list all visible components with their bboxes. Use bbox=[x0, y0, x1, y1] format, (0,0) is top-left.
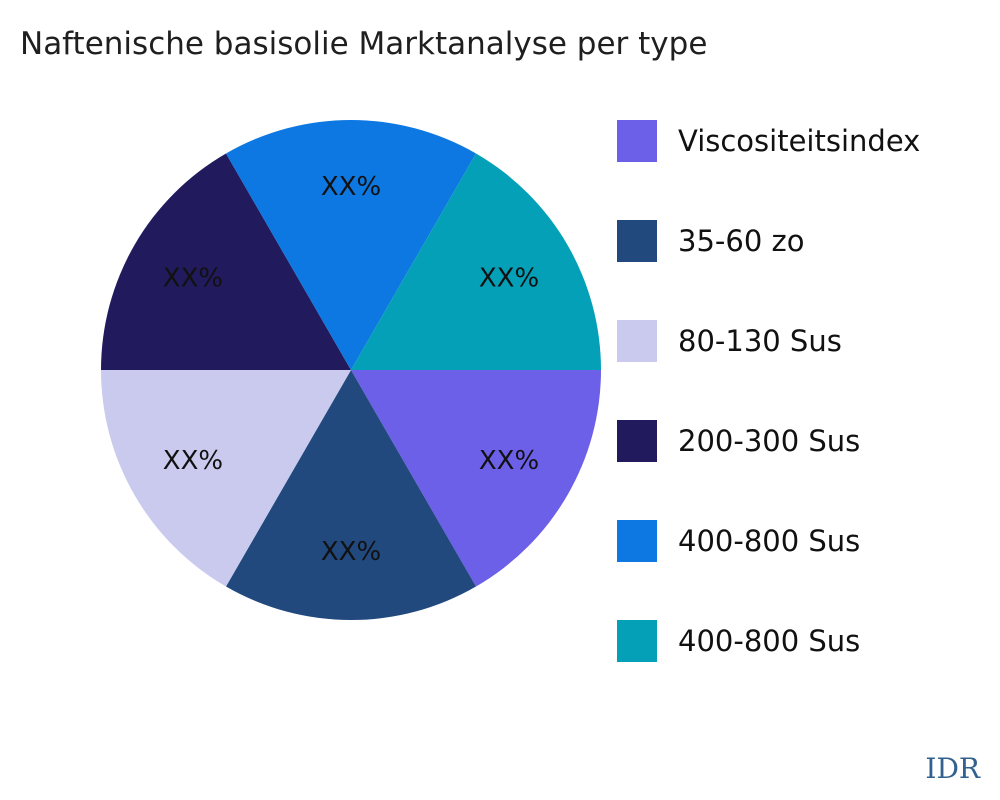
legend-item-5: 400-800 Sus bbox=[617, 620, 920, 662]
legend-label: 80-130 Sus bbox=[678, 324, 842, 358]
legend-item-0: Viscositeitsindex bbox=[617, 120, 920, 162]
pie-slice-2 bbox=[101, 370, 351, 587]
legend-color-swatch bbox=[617, 320, 657, 362]
pie-slice-value-label: XX% bbox=[479, 446, 539, 476]
legend-color-swatch bbox=[617, 120, 657, 162]
pie-slice-value-label: XX% bbox=[163, 263, 223, 293]
pie-slice-1 bbox=[226, 370, 476, 620]
legend-color-swatch bbox=[617, 220, 657, 262]
pie-slice-0 bbox=[351, 370, 601, 587]
pie-slice-percentage-labels: XX% XX% XX% XX% XX% XX% bbox=[163, 172, 539, 567]
legend-item-1: 35-60 zo bbox=[617, 220, 920, 262]
legend: Viscositeitsindex 35-60 zo 80-130 Sus 200-3… bbox=[617, 120, 920, 720]
legend-label: 400-800 Sus bbox=[678, 624, 861, 658]
pie-slice-4 bbox=[226, 120, 476, 370]
pie-slice-5 bbox=[351, 153, 601, 370]
legend-item-3: 200-300 Sus bbox=[617, 420, 920, 462]
legend-item-2: 80-130 Sus bbox=[617, 320, 920, 362]
pie-slice-value-label: XX% bbox=[321, 172, 381, 202]
legend-label: 200-300 Sus bbox=[678, 424, 861, 458]
pie-slice-value-label: XX% bbox=[321, 537, 381, 567]
pie-slice-value-label: XX% bbox=[479, 263, 539, 293]
legend-label: Viscositeitsindex bbox=[678, 124, 921, 158]
pie-slice-value-label: XX% bbox=[163, 446, 223, 476]
pie-slice-3 bbox=[101, 153, 351, 370]
watermark-idr: IDR bbox=[925, 752, 980, 785]
pie-chart: XX% XX% XX% XX% XX% XX% bbox=[101, 120, 601, 620]
legend-color-swatch bbox=[617, 520, 657, 562]
legend-color-swatch bbox=[617, 620, 657, 662]
chart-title: Naftenische basisolie Marktanalyse per t… bbox=[20, 26, 708, 62]
pie-slices bbox=[101, 120, 601, 620]
legend-item-4: 400-800 Sus bbox=[617, 520, 920, 562]
legend-color-swatch bbox=[617, 420, 657, 462]
legend-label: 35-60 zo bbox=[678, 224, 805, 258]
legend-label: 400-800 Sus bbox=[678, 524, 861, 558]
